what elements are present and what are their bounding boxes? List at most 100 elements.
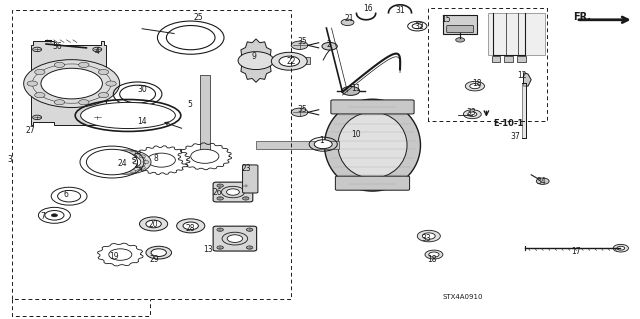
Circle shape (463, 110, 481, 119)
Circle shape (468, 112, 477, 116)
Text: 18: 18 (472, 79, 482, 88)
Circle shape (342, 86, 360, 95)
Circle shape (35, 93, 45, 98)
Circle shape (102, 150, 151, 174)
Text: 35: 35 (298, 37, 307, 46)
Polygon shape (31, 41, 106, 125)
Text: 35: 35 (298, 105, 307, 114)
Circle shape (291, 41, 308, 49)
Circle shape (24, 60, 120, 108)
Circle shape (246, 228, 253, 231)
FancyBboxPatch shape (243, 165, 258, 193)
Circle shape (104, 160, 111, 164)
Text: 14: 14 (138, 117, 147, 126)
Text: 10: 10 (351, 130, 360, 139)
Circle shape (118, 170, 124, 173)
Circle shape (27, 81, 38, 86)
Circle shape (227, 235, 243, 242)
Circle shape (143, 160, 149, 164)
Text: 9: 9 (252, 52, 257, 61)
Circle shape (217, 184, 223, 187)
Circle shape (322, 42, 337, 50)
Text: 13: 13 (204, 245, 213, 254)
Text: 33: 33 (421, 234, 431, 243)
Text: 17: 17 (571, 247, 580, 256)
Circle shape (86, 149, 138, 175)
FancyBboxPatch shape (213, 226, 257, 251)
Text: E-10-1: E-10-1 (493, 119, 523, 128)
Text: 36: 36 (52, 42, 62, 51)
Circle shape (146, 246, 172, 259)
Circle shape (33, 115, 42, 120)
Circle shape (412, 24, 422, 29)
Text: 1: 1 (319, 137, 323, 145)
Circle shape (456, 38, 465, 42)
Circle shape (93, 115, 102, 120)
Text: 5: 5 (188, 100, 193, 109)
Circle shape (191, 149, 219, 163)
Ellipse shape (81, 102, 175, 129)
Circle shape (246, 246, 253, 249)
Polygon shape (522, 83, 526, 138)
Text: 28: 28 (186, 224, 195, 233)
Text: 32: 32 (415, 22, 424, 31)
Circle shape (129, 152, 136, 154)
Circle shape (120, 85, 156, 103)
Text: 15: 15 (442, 15, 451, 24)
Text: 33: 33 (466, 108, 476, 117)
FancyBboxPatch shape (443, 15, 477, 34)
Circle shape (217, 197, 223, 200)
Circle shape (146, 220, 161, 228)
Circle shape (108, 166, 115, 169)
Circle shape (279, 56, 300, 66)
Circle shape (54, 62, 65, 68)
Circle shape (33, 47, 42, 52)
Circle shape (129, 170, 136, 173)
Text: 26: 26 (212, 188, 222, 197)
Text: 25: 25 (193, 13, 203, 22)
Circle shape (613, 244, 628, 252)
Text: 34: 34 (536, 177, 546, 186)
Text: 23: 23 (242, 164, 252, 173)
Circle shape (429, 252, 439, 257)
Circle shape (93, 47, 102, 52)
Text: 4: 4 (95, 47, 100, 56)
Text: STX4A0910: STX4A0910 (443, 294, 483, 300)
Text: 19: 19 (109, 252, 118, 261)
Circle shape (140, 217, 168, 231)
Circle shape (465, 81, 484, 91)
Circle shape (108, 155, 115, 158)
Circle shape (99, 70, 109, 75)
Circle shape (417, 230, 440, 242)
FancyBboxPatch shape (447, 26, 474, 33)
Text: 21: 21 (344, 14, 354, 23)
Text: 12: 12 (517, 71, 527, 80)
FancyBboxPatch shape (492, 56, 500, 62)
Text: FR.: FR. (573, 11, 591, 22)
Circle shape (139, 155, 145, 158)
Circle shape (341, 19, 354, 26)
Text: 30: 30 (138, 85, 147, 94)
FancyBboxPatch shape (335, 176, 410, 190)
Text: 3: 3 (8, 155, 13, 164)
Text: 6: 6 (63, 190, 68, 199)
Circle shape (183, 222, 198, 230)
Circle shape (151, 249, 166, 256)
Polygon shape (239, 39, 273, 82)
Circle shape (35, 70, 45, 75)
FancyBboxPatch shape (517, 56, 526, 62)
Circle shape (238, 52, 274, 70)
Circle shape (45, 211, 64, 220)
Circle shape (217, 228, 223, 231)
Circle shape (41, 68, 102, 99)
Circle shape (51, 214, 58, 217)
Circle shape (106, 81, 116, 86)
Text: 24: 24 (117, 159, 127, 168)
Polygon shape (524, 73, 531, 86)
Circle shape (271, 52, 307, 70)
Text: 20: 20 (148, 220, 158, 229)
Text: 2: 2 (326, 40, 331, 48)
Circle shape (139, 166, 145, 169)
Text: 22: 22 (287, 57, 296, 66)
Circle shape (536, 178, 549, 184)
